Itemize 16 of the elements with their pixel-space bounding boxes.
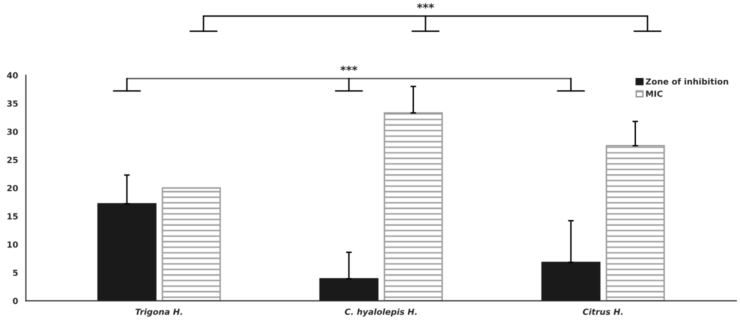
text: *** xyxy=(417,3,434,8)
text: *** xyxy=(340,66,358,71)
legend-label: Zone of inhibition xyxy=(646,78,728,85)
y-tick-label: 15 xyxy=(8,213,18,220)
x-tick-label: Trigona H. xyxy=(135,308,182,317)
y-tick-label: 0 xyxy=(12,298,18,304)
y-tick-label: 35 xyxy=(7,100,18,107)
x-tick-label: Citrus H. xyxy=(582,308,623,315)
y-tick-label: 40 xyxy=(7,72,18,78)
legend-label: MIC xyxy=(646,90,662,97)
x-tick-label: C. hyalolepis H. xyxy=(344,308,417,317)
y-tick-label: 10 xyxy=(8,241,18,248)
y-tick-label: 20 xyxy=(7,184,18,192)
y-tick-label: 5 xyxy=(13,270,18,276)
y-tick-label: 30 xyxy=(7,128,18,135)
y-tick-label: 25 xyxy=(7,156,18,164)
